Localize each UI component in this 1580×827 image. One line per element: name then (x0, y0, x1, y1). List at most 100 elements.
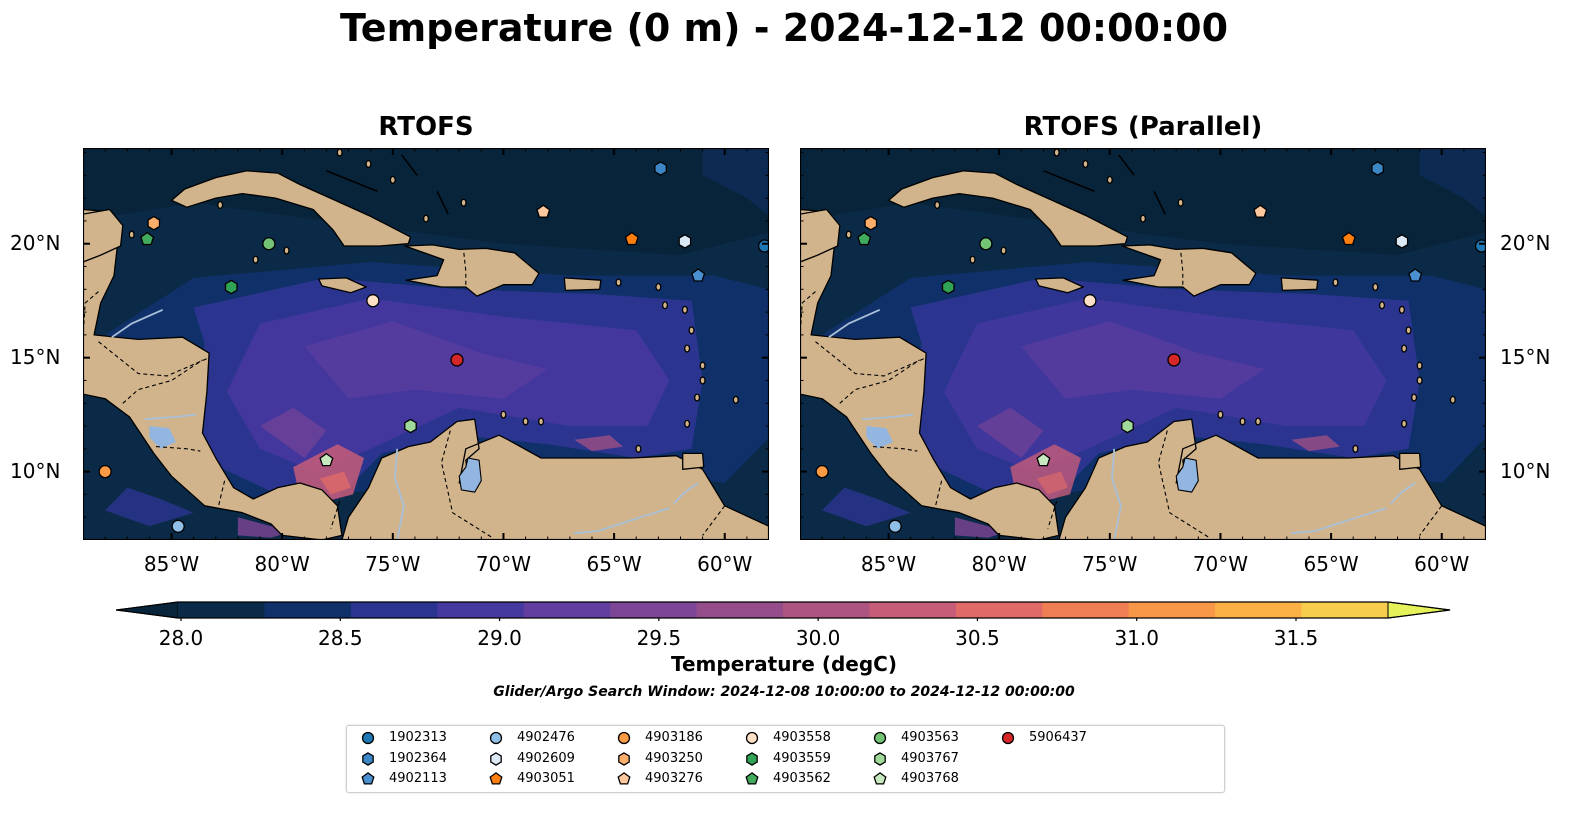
float-marker-4903250 (147, 215, 161, 231)
legend-marker-4902609 (490, 751, 502, 766)
colorbar-bin (1301, 602, 1389, 618)
land-jamaica (1035, 277, 1084, 294)
legend-marker-4903051 (489, 772, 503, 785)
rivers (828, 308, 1416, 540)
legend-label: 4903563 (901, 730, 959, 745)
lon-tick-label: 70°W (475, 552, 532, 576)
float-marker-4903562 (140, 231, 155, 246)
land-trinidad (682, 452, 705, 470)
float-marker-4903563 (979, 237, 993, 251)
legend-label: 4902476 (517, 730, 575, 745)
lon-tick-label: 75°W (365, 552, 421, 576)
legend-label: 4903276 (645, 771, 703, 786)
float-marker-5906437 (450, 353, 464, 367)
lake-nicaragua (149, 426, 176, 449)
float-marker-4903559 (941, 279, 955, 295)
float-marker-4903276 (1253, 204, 1268, 218)
legend-marker-5906437 (1001, 731, 1015, 745)
colorbar-bin (783, 602, 870, 618)
legend-marker-4903558 (745, 731, 759, 745)
borders (83, 250, 726, 540)
lake-maracaibo (458, 457, 482, 493)
land-jamaica (318, 277, 367, 294)
land-yucatanTop (83, 148, 124, 263)
float-marker-4903563 (262, 237, 276, 251)
float-marker-4903768 (1036, 452, 1051, 467)
legend-label: 4903562 (773, 771, 831, 786)
lon-tick-label: 85°W (860, 552, 917, 576)
colorbar-tick-label: 31.0 (1114, 626, 1159, 650)
legend-marker-4903250 (618, 751, 630, 766)
float-marker-5906437 (1167, 353, 1181, 367)
float-marker-4903186 (815, 464, 829, 479)
legend-marker-4903768 (873, 772, 887, 785)
map-ticks (83, 148, 769, 540)
land-hispaniola (404, 244, 540, 297)
float-marker-4902476 (888, 519, 902, 533)
lon-tick-label: 60°W (1414, 552, 1470, 576)
float-marker-4903768 (319, 452, 334, 467)
colorbar-bin (696, 602, 784, 618)
land-puertoRico (1280, 277, 1319, 292)
float-marker-4903767 (1121, 418, 1134, 434)
lake-maracaibo (1175, 457, 1199, 493)
colorbar-bin (350, 602, 438, 618)
legend-label: 4902113 (389, 771, 447, 786)
legend-marker-4903186 (617, 731, 631, 745)
float-markers (815, 161, 1486, 533)
float-marker-1902364 (1371, 161, 1384, 176)
colorbar-tick-label: 28.5 (318, 626, 363, 650)
lon-tick-label: 60°W (697, 552, 753, 576)
float-marker-4903051 (624, 231, 639, 246)
colorbar-bin (1215, 602, 1303, 618)
legend-label: 4903558 (773, 730, 831, 745)
land-cuba (887, 170, 1129, 247)
search-window-caption: Glider/Argo Search Window: 2024-12-08 10… (493, 684, 1075, 700)
float-marker-4902113 (1408, 268, 1423, 282)
lon-tick-label: 75°W (1082, 552, 1138, 576)
legend-marker-4903563 (873, 731, 887, 745)
float-marker-4902113 (691, 268, 706, 282)
float-marker-4903562 (857, 231, 872, 246)
legend-label: 5906437 (1029, 730, 1087, 745)
lat-tick-label: 20°N (10, 230, 61, 255)
legend-label: 4903051 (517, 771, 575, 786)
float-marker-1902313 (1474, 239, 1486, 253)
float-marker-4903250 (864, 215, 878, 231)
colorbar-label: Temperature (degC) (671, 652, 897, 676)
float-marker-4902476 (171, 519, 185, 533)
colorbar-bin (264, 602, 352, 618)
colorbar-tick-label: 30.5 (955, 626, 1000, 650)
colorbar-bin (1128, 602, 1216, 618)
float-marker-4903558 (366, 294, 380, 308)
float-marker-1902313 (757, 239, 769, 253)
lon-tick-label: 80°W (971, 552, 1027, 576)
lon-tick-label: 85°W (143, 552, 200, 576)
legend-marker-4903276 (617, 772, 631, 785)
colorbar-bin (1042, 602, 1130, 618)
panel-title-rtofs: RTOFS (378, 112, 474, 142)
float-marker-1902364 (654, 161, 667, 176)
legend-label: 4903559 (773, 750, 831, 766)
lat-tick-label: 10°N (10, 458, 61, 483)
colorbar-tick-label: 31.5 (1273, 626, 1319, 650)
borders (800, 250, 1443, 540)
lake-nicaragua (866, 426, 893, 449)
legend-label: 4903186 (645, 730, 703, 745)
map-panel-rtofs (83, 148, 769, 540)
colorbar-over-arrow (1387, 601, 1451, 619)
float-marker-4903767 (404, 418, 417, 434)
float-markers (98, 161, 769, 533)
land-puertoRico (563, 277, 602, 292)
colorbar-bin (178, 602, 265, 618)
colorbar (116, 601, 1451, 621)
legend: 1902313 1902364 4902113 4902476 4902609 49030… (346, 725, 1225, 793)
lat-tick-label: 15°N (10, 344, 61, 369)
float-marker-4903559 (224, 279, 238, 295)
legend-label: 4903250 (645, 750, 703, 766)
lat-tick-label: 10°N (1500, 458, 1551, 483)
land-trinidad (1399, 452, 1422, 470)
colorbar-bin (437, 602, 525, 618)
legend-marker-4903559 (746, 751, 758, 766)
map-frame (800, 148, 1486, 540)
